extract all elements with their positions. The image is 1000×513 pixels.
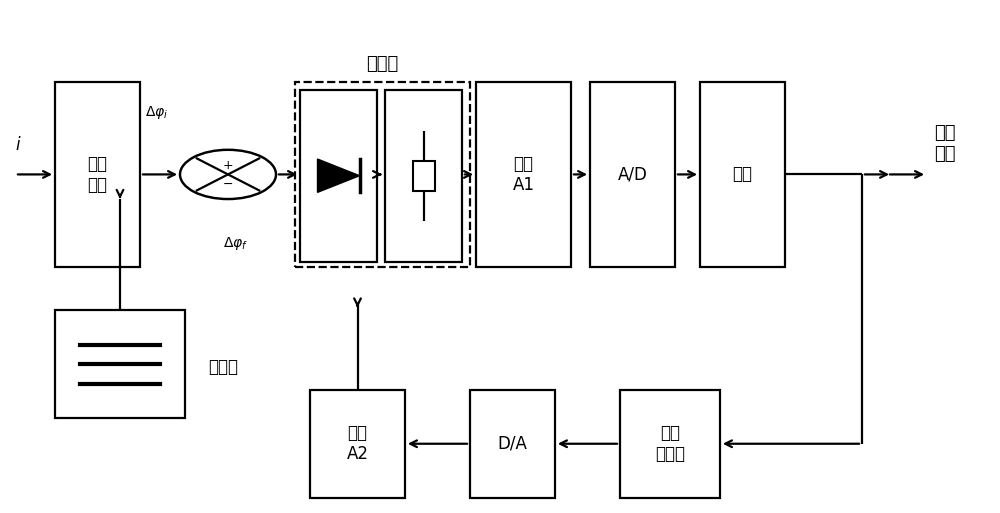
Text: A/D: A/D (618, 165, 647, 184)
Bar (476, 82, 571, 267)
Bar (590, 82, 675, 267)
Text: $\Delta\varphi_f$: $\Delta\varphi_f$ (223, 235, 249, 252)
Text: 探测器: 探测器 (366, 55, 398, 73)
Bar (470, 390, 555, 498)
Bar (55, 82, 140, 267)
Text: 调制器: 调制器 (208, 358, 238, 376)
Text: i: i (16, 136, 20, 154)
Bar (310, 390, 405, 498)
Bar (413, 161, 434, 191)
Text: 运放
A2: 运放 A2 (347, 424, 368, 463)
Text: $\Delta\varphi_i$: $\Delta\varphi_i$ (145, 104, 168, 122)
Text: −: − (223, 178, 233, 191)
Bar (700, 82, 785, 267)
Bar (620, 390, 720, 498)
Bar (385, 90, 462, 262)
Text: D/A: D/A (498, 435, 527, 453)
Bar (55, 310, 185, 418)
Text: 运放
A1: 运放 A1 (512, 155, 534, 194)
Text: 数字
输出: 数字 输出 (934, 124, 956, 163)
Text: 积分: 积分 (732, 165, 752, 184)
Polygon shape (317, 159, 360, 192)
Text: 敏感
元件: 敏感 元件 (88, 155, 108, 194)
Bar (295, 82, 470, 267)
Text: 斜波
发生器: 斜波 发生器 (655, 424, 685, 463)
Bar (300, 90, 377, 262)
Text: +: + (223, 159, 233, 171)
